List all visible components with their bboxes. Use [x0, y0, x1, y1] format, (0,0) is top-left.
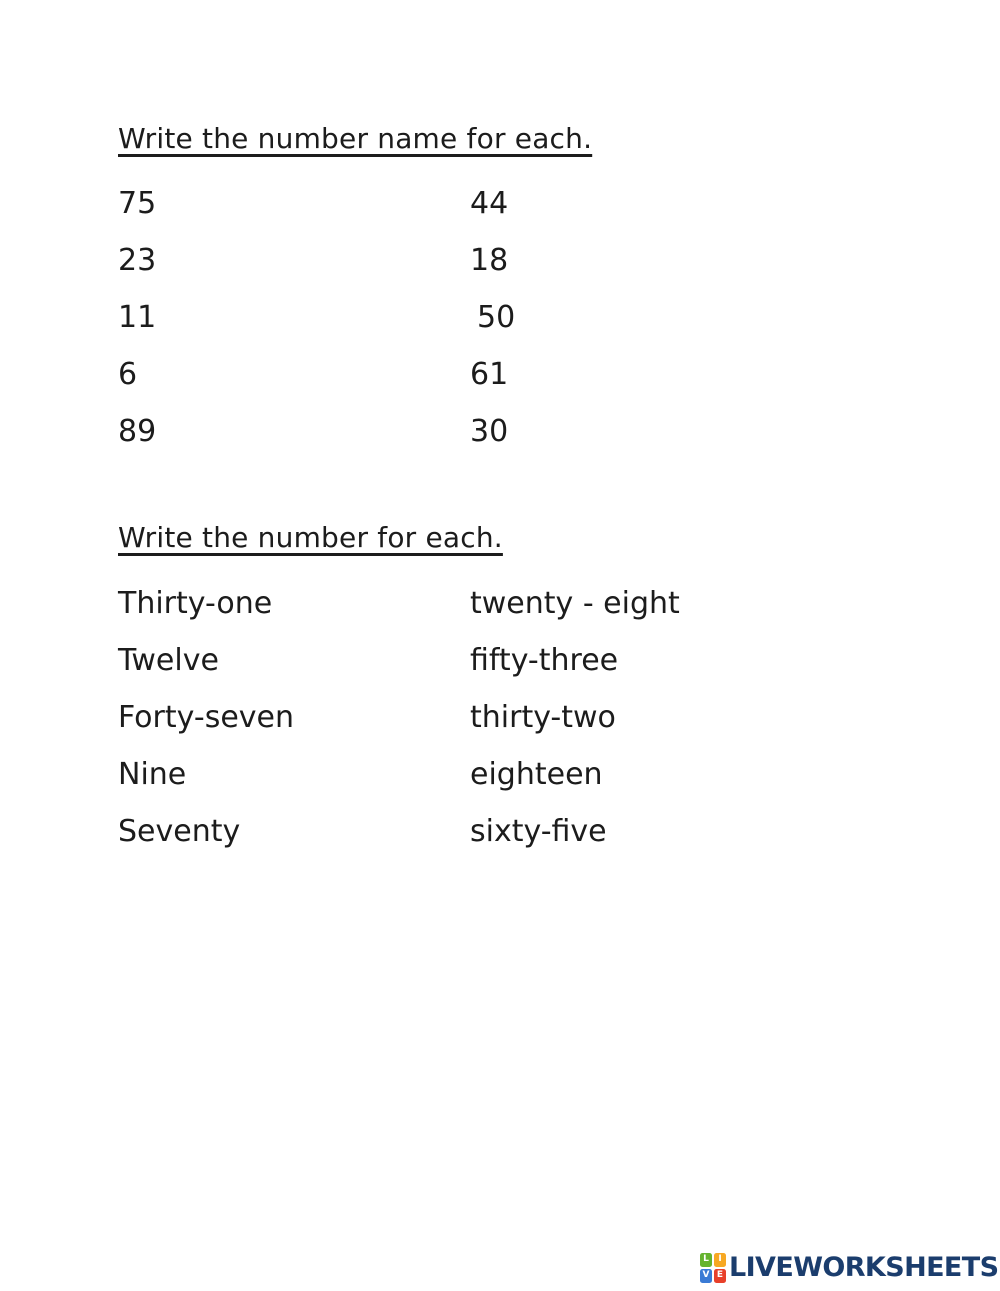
number-row: 11 50	[118, 289, 1000, 346]
section1-heading: Write the number name for each.	[118, 122, 593, 155]
number-word: eighteen	[470, 757, 603, 792]
number-word: Thirty-one	[118, 586, 273, 621]
number-row: 89 30	[118, 403, 1000, 460]
number-value: 6	[118, 357, 138, 392]
number-value: 44	[470, 186, 509, 221]
number-word: Forty-seven	[118, 700, 295, 735]
number-word-row: Forty-seven thirty-two	[118, 689, 1000, 746]
number-word: thirty-two	[470, 700, 616, 735]
logo-tile-i: I	[714, 1252, 726, 1267]
liveworksheets-logo[interactable]: L I V E LIVEWORKSHEETS	[700, 1252, 999, 1283]
number-word-row: Nine eighteen	[118, 746, 1000, 803]
number-word: fifty-three	[470, 643, 619, 678]
section1-number-list: 75 44 23 18 11 50 6 61 89 30	[118, 175, 1000, 460]
number-word-row: Twelve fifty-three	[118, 632, 1000, 689]
number-value: 61	[470, 357, 509, 392]
number-word-row: Seventy sixty-five	[118, 803, 1000, 860]
number-value: 23	[118, 243, 157, 278]
number-value: 75	[118, 186, 157, 221]
number-word: sixty-five	[470, 814, 607, 849]
number-word-row: Thirty-one twenty - eight	[118, 575, 1000, 632]
section2-heading: Write the number for each.	[118, 521, 503, 554]
number-row: 75 44	[118, 175, 1000, 232]
number-word: Seventy	[118, 814, 241, 849]
number-word: twenty - eight	[470, 586, 680, 621]
number-value: 89	[118, 414, 157, 449]
section2-word-list: Thirty-one twenty - eight Twelve fifty-thr…	[118, 575, 1000, 860]
number-value: 30	[470, 414, 509, 449]
number-row: 6 61	[118, 346, 1000, 403]
number-value: 50	[477, 300, 516, 335]
logo-tile-e: E	[714, 1268, 726, 1283]
number-word: Nine	[118, 757, 187, 792]
logo-tile-l: L	[700, 1252, 712, 1267]
number-word: Twelve	[118, 643, 219, 678]
liveworksheets-tiles-icon: L I V E	[700, 1252, 726, 1283]
liveworksheets-wordmark: LIVEWORKSHEETS	[729, 1252, 999, 1283]
number-row: 23 18	[118, 232, 1000, 289]
logo-tile-v: V	[700, 1268, 712, 1283]
number-value: 11	[118, 300, 157, 335]
number-value: 18	[470, 243, 509, 278]
